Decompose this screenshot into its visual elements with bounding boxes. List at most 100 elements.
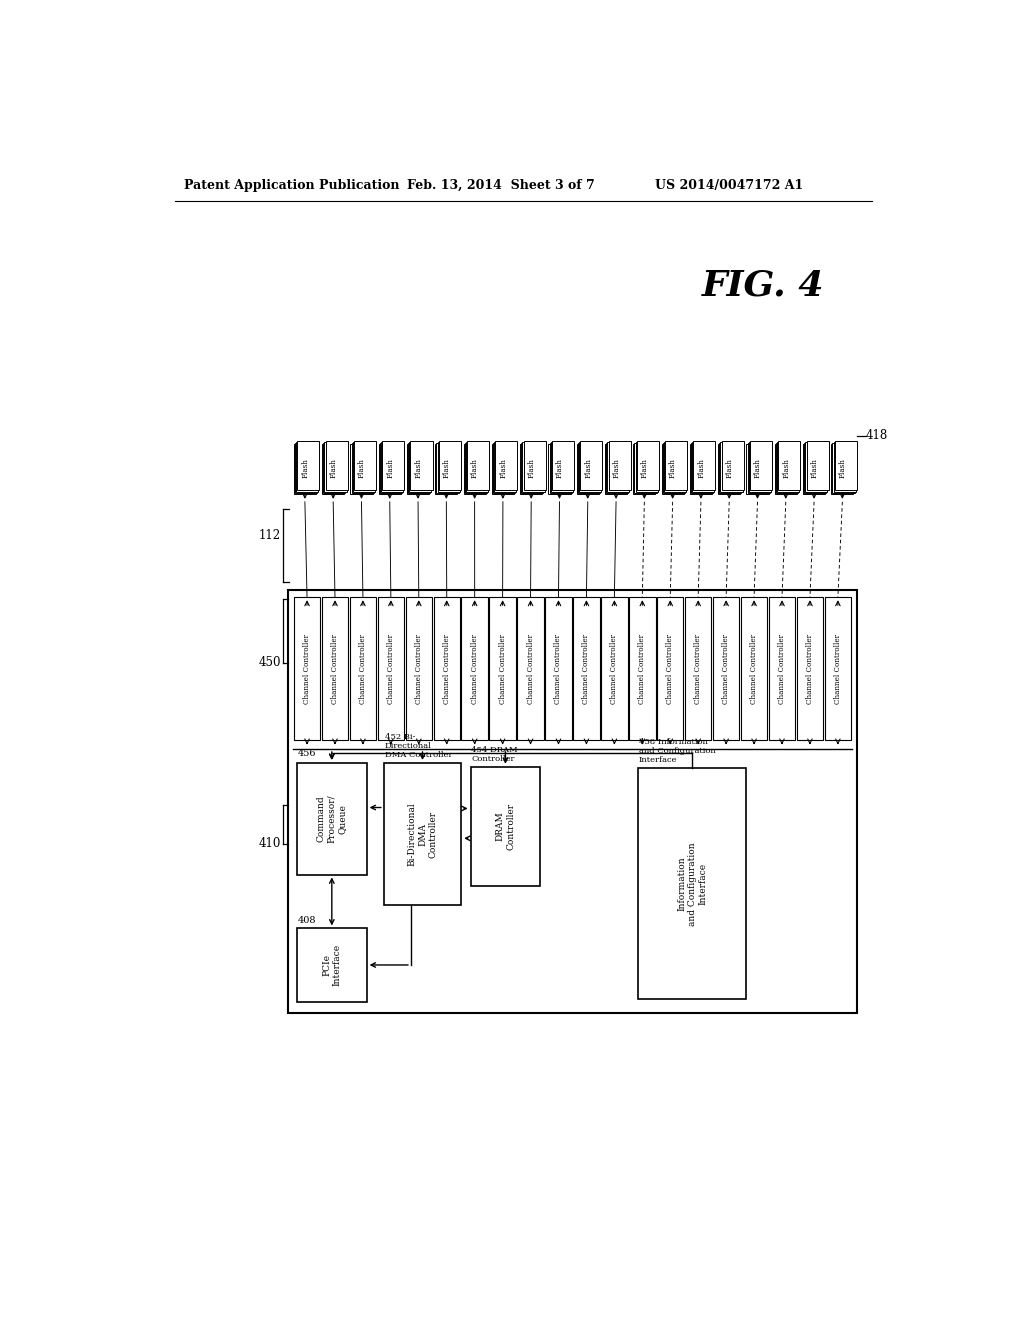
Bar [577, 445, 599, 494]
Text: Information
and Configuration
Interface: Information and Configuration Interface [677, 842, 708, 925]
Bar [384, 763, 461, 906]
Bar [352, 442, 375, 491]
Text: Flash: Flash [386, 458, 394, 478]
Bar [407, 445, 429, 494]
Bar [638, 768, 746, 999]
Bar [608, 441, 631, 491]
Bar [831, 445, 853, 494]
Bar [692, 442, 715, 491]
Bar [464, 445, 485, 494]
Text: 452 Bi-
Directional
DMA Controller: 452 Bi- Directional DMA Controller [385, 733, 452, 759]
Bar [489, 597, 516, 739]
Text: Channel Controller: Channel Controller [750, 634, 758, 704]
Text: Flash: Flash [330, 458, 338, 478]
Bar [636, 442, 657, 491]
Text: Channel Controller: Channel Controller [583, 634, 591, 704]
Bar [378, 597, 404, 739]
Text: Flash: Flash [641, 458, 649, 478]
Bar [775, 445, 797, 494]
Bar [721, 442, 742, 491]
Bar [323, 445, 344, 494]
Text: Channel Controller: Channel Controller [415, 634, 423, 704]
Bar [325, 442, 346, 491]
Bar [380, 444, 402, 492]
Text: 410: 410 [258, 837, 281, 850]
Bar [778, 441, 801, 491]
Bar [663, 444, 685, 492]
Text: Flash: Flash [556, 458, 564, 478]
Text: Channel Controller: Channel Controller [610, 634, 618, 704]
Bar [722, 441, 743, 491]
Text: Channel Controller: Channel Controller [359, 634, 367, 704]
Text: 456: 456 [298, 750, 316, 758]
Text: Flash: Flash [500, 458, 507, 478]
Bar [436, 444, 459, 492]
Bar [465, 444, 486, 492]
Bar [462, 597, 487, 739]
Bar [741, 597, 767, 739]
Text: Flash: Flash [527, 458, 536, 478]
Text: 408: 408 [298, 916, 316, 924]
Bar [437, 442, 460, 491]
Text: Channel Controller: Channel Controller [442, 634, 451, 704]
Bar [520, 445, 543, 494]
Bar [578, 444, 600, 492]
Bar [665, 441, 687, 491]
Bar [797, 597, 823, 739]
Bar [777, 442, 799, 491]
Text: Flash: Flash [839, 458, 847, 478]
Text: Channel Controller: Channel Controller [554, 634, 562, 704]
Bar [685, 597, 712, 739]
Text: Channel Controller: Channel Controller [694, 634, 702, 704]
Bar [492, 445, 514, 494]
Bar [579, 442, 601, 491]
Bar [517, 597, 544, 739]
Bar [690, 445, 712, 494]
Bar [297, 441, 319, 491]
Bar [833, 444, 855, 492]
Bar [549, 445, 570, 494]
Bar [662, 445, 684, 494]
Text: Channel Controller: Channel Controller [638, 634, 646, 704]
Bar [406, 597, 432, 739]
Bar [294, 445, 316, 494]
Bar [471, 767, 541, 886]
Bar [433, 597, 460, 739]
Bar [633, 445, 655, 494]
Bar [354, 441, 376, 491]
Text: Channel Controller: Channel Controller [778, 634, 786, 704]
Bar [351, 444, 374, 492]
Bar [546, 597, 571, 739]
Text: Channel Controller: Channel Controller [331, 634, 339, 704]
Bar [297, 928, 367, 1002]
Bar [748, 444, 770, 492]
Bar [713, 597, 739, 739]
Bar [289, 590, 856, 1014]
Bar [629, 597, 655, 739]
Text: Flash: Flash [754, 458, 762, 478]
Bar [521, 444, 544, 492]
Bar [493, 444, 515, 492]
Bar [295, 444, 317, 492]
Text: 458 Information
and Configuration
Interface: 458 Information and Configuration Interf… [639, 738, 716, 764]
Text: US 2014/0047172 A1: US 2014/0047172 A1 [655, 178, 803, 191]
Bar [824, 597, 851, 739]
Bar [439, 441, 461, 491]
Bar [693, 441, 716, 491]
Text: Flash: Flash [782, 458, 791, 478]
Bar [581, 441, 602, 491]
Bar [410, 442, 431, 491]
Bar [776, 444, 798, 492]
Text: Feb. 13, 2014  Sheet 3 of 7: Feb. 13, 2014 Sheet 3 of 7 [407, 178, 595, 191]
Bar [749, 442, 771, 491]
Text: Channel Controller: Channel Controller [499, 634, 507, 704]
Text: Command
Processor/
Queue: Command Processor/ Queue [316, 795, 347, 843]
Bar [382, 441, 404, 491]
Text: Flash: Flash [471, 458, 479, 478]
Bar [601, 597, 628, 739]
Text: Channel Controller: Channel Controller [834, 634, 842, 704]
Bar [324, 444, 345, 492]
Bar [804, 444, 826, 492]
Bar [746, 445, 769, 494]
Text: Channel Controller: Channel Controller [722, 634, 730, 704]
